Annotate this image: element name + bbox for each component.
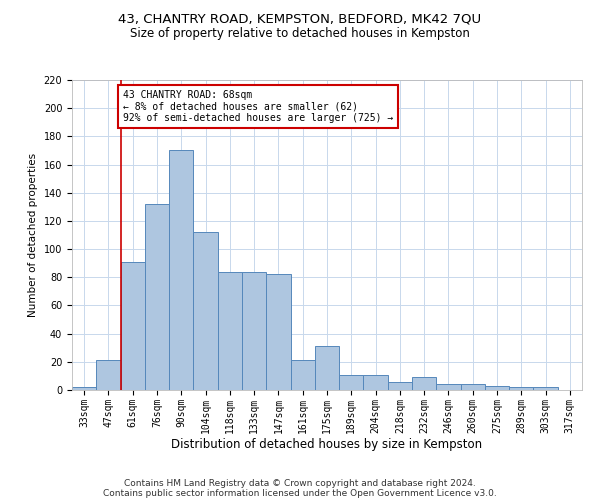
Bar [169, 150, 193, 390]
X-axis label: Distribution of detached houses by size in Kempston: Distribution of detached houses by size … [172, 438, 482, 452]
Bar [72, 387, 96, 390]
Bar [436, 384, 461, 390]
Bar [266, 274, 290, 390]
Bar [509, 387, 533, 390]
Bar [388, 382, 412, 390]
Text: 43 CHANTRY ROAD: 68sqm
← 8% of detached houses are smaller (62)
92% of semi-deta: 43 CHANTRY ROAD: 68sqm ← 8% of detached … [123, 90, 393, 123]
Bar [461, 384, 485, 390]
Bar [193, 232, 218, 390]
Bar [364, 374, 388, 390]
Text: 43, CHANTRY ROAD, KEMPSTON, BEDFORD, MK42 7QU: 43, CHANTRY ROAD, KEMPSTON, BEDFORD, MK4… [118, 12, 482, 26]
Text: Size of property relative to detached houses in Kempston: Size of property relative to detached ho… [130, 28, 470, 40]
Bar [218, 272, 242, 390]
Text: Contains HM Land Registry data © Crown copyright and database right 2024.: Contains HM Land Registry data © Crown c… [124, 478, 476, 488]
Text: Contains public sector information licensed under the Open Government Licence v3: Contains public sector information licen… [103, 488, 497, 498]
Bar [315, 346, 339, 390]
Bar [290, 360, 315, 390]
Bar [121, 262, 145, 390]
Bar [96, 360, 121, 390]
Bar [242, 272, 266, 390]
Bar [339, 374, 364, 390]
Bar [412, 378, 436, 390]
Bar [145, 204, 169, 390]
Y-axis label: Number of detached properties: Number of detached properties [28, 153, 38, 317]
Bar [533, 387, 558, 390]
Bar [485, 386, 509, 390]
